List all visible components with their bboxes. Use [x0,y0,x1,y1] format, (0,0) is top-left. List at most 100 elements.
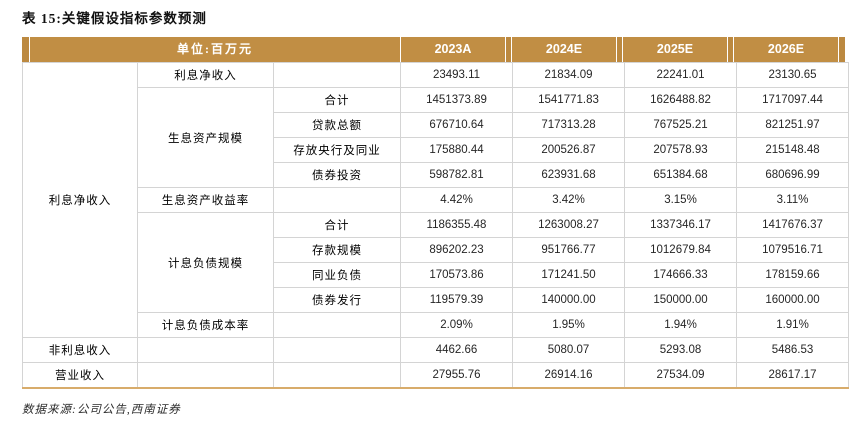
value-cell: 215148.48 [736,137,849,163]
value-cell: 717313.28 [512,112,625,138]
value-cell: 676710.64 [400,112,513,138]
value-cell: 200526.87 [512,137,625,163]
table-row: 计息负债成本率 2.09% 1.95% 1.94% 1.91% [23,312,849,338]
value-cell: 174666.33 [624,262,737,288]
year-header-2024e: 2024E [512,37,616,62]
row-label-col1: 计息负债规模 [137,212,274,313]
value-cell: 1.91% [736,312,849,338]
table-row: 营业收入 27955.76 26914.16 27534.09 28617.17 [22,362,849,389]
value-cell: 1626488.82 [624,87,737,113]
value-cell: 680696.99 [736,162,849,188]
row-label-col2 [273,187,401,213]
row-label-col0: 利息净收入 [22,62,138,338]
row-label-col1: 利息净收入 [137,62,274,88]
table-header-row: 单位:百万元 2023A 2024E 2025E 2026E [22,37,848,62]
value-cell: 119579.39 [400,287,513,313]
row-label-col1: 生息资产收益率 [137,187,274,213]
row-label-col0: 营业收入 [22,362,138,389]
table-row: 存款规模 896202.23 951766.77 1012679.84 1079516.… [23,237,849,263]
value-cell: 26914.16 [512,362,625,389]
row-label-col2: 合计 [273,212,401,238]
value-cell: 1337346.17 [624,212,737,238]
table-row: 生息资产规模 合计 1451373.89 1541771.83 1626488.82 17… [23,87,849,188]
row-label-col2: 合计 [273,87,401,113]
value-cell: 1263008.27 [512,212,625,238]
value-cell: 207578.93 [624,137,737,163]
value-cell: 175880.44 [400,137,513,163]
value-cell: 5080.07 [512,337,625,363]
row-label-col2: 贷款总额 [273,112,401,138]
row-label-col2: 同业负债 [273,262,401,288]
value-cell: 1.94% [624,312,737,338]
value-cell: 5486.53 [736,337,849,363]
header-spacer [728,37,733,62]
header-left-spacer [22,37,29,62]
value-cell: 651384.68 [624,162,737,188]
table-row: 债券发行 119579.39 140000.00 150000.00 160000.00 [23,287,849,313]
table-row: 债券投资 598782.81 623931.68 651384.68 680696.99 [23,162,849,188]
year-header-2026e: 2026E [734,37,838,62]
value-cell: 27955.76 [400,362,513,389]
value-cell: 5293.08 [624,337,737,363]
value-cell: 27534.09 [624,362,737,389]
header-right-spacer [839,37,845,62]
table-row: 贷款总额 676710.64 717313.28 767525.21 821251.97 [23,112,849,138]
value-cell: 1417676.37 [736,212,849,238]
value-cell: 21834.09 [512,62,625,88]
value-cell: 1451373.89 [400,87,513,113]
header-spacer [617,37,622,62]
row-label-col2 [273,337,401,363]
value-cell: 2.09% [400,312,513,338]
row-label-col1: 计息负债成本率 [137,312,274,338]
value-cell: 1186355.48 [400,212,513,238]
value-cell: 22241.01 [624,62,737,88]
row-label-col2: 存款规模 [273,237,401,263]
table-row: 非利息收入 4462.66 5080.07 5293.08 5486.53 [22,337,849,363]
year-header-2025e: 2025E [623,37,727,62]
table-row: 计息负债规模 合计 1186355.48 1263008.27 1337346.17 14… [23,212,849,313]
value-cell: 160000.00 [736,287,849,313]
value-cell: 1541771.83 [512,87,625,113]
value-cell: 23130.65 [736,62,849,88]
table-row: 存放央行及同业 175880.44 200526.87 207578.93 215148… [23,137,849,163]
value-cell: 598782.81 [400,162,513,188]
value-cell: 171241.50 [512,262,625,288]
value-cell: 170573.86 [400,262,513,288]
value-cell: 821251.97 [736,112,849,138]
value-cell: 1079516.71 [736,237,849,263]
value-cell: 3.42% [512,187,625,213]
row-label-col1: 生息资产规模 [137,87,274,188]
value-cell: 28617.17 [736,362,849,389]
year-header-2023a: 2023A [401,37,505,62]
value-cell: 1012679.84 [624,237,737,263]
row-label-col0: 非利息收入 [22,337,138,363]
value-cell: 4462.66 [400,337,513,363]
row-label-col2 [273,312,401,338]
row-label-col2 [273,362,401,389]
forecast-table: 利息净收入 利息净收入 23493.11 21834.09 22241.01 23130.… [22,62,849,389]
table-row: 利息净收入 利息净收入 23493.11 21834.09 22241.01 23130.… [22,62,849,338]
row-label-col1 [137,362,274,389]
value-cell: 3.15% [624,187,737,213]
row-label-col2: 债券投资 [273,162,401,188]
row-label-col1 [137,337,274,363]
table-row: 同业负债 170573.86 171241.50 174666.33 178159.66 [23,262,849,288]
forecast-table-body: 利息净收入 利息净收入 23493.11 21834.09 22241.01 23130.… [22,62,849,389]
value-cell: 4.42% [400,187,513,213]
table-row: 生息资产收益率 4.42% 3.42% 3.15% 3.11% [23,187,849,213]
value-cell: 623931.68 [512,162,625,188]
header-spacer [506,37,511,62]
value-cell: 896202.23 [400,237,513,263]
table-title: 表 15:关键假设指标参数预测 [22,11,207,26]
value-cell: 178159.66 [736,262,849,288]
value-cell: 23493.11 [400,62,513,88]
row-label-col2 [273,62,401,88]
value-cell: 1.95% [512,312,625,338]
value-cell: 140000.00 [512,287,625,313]
row-label-col2: 存放央行及同业 [273,137,401,163]
value-cell: 767525.21 [624,112,737,138]
value-cell: 1717097.44 [736,87,849,113]
value-cell: 951766.77 [512,237,625,263]
data-source-note: 数据来源:公司公告,西南证券 [22,404,181,416]
